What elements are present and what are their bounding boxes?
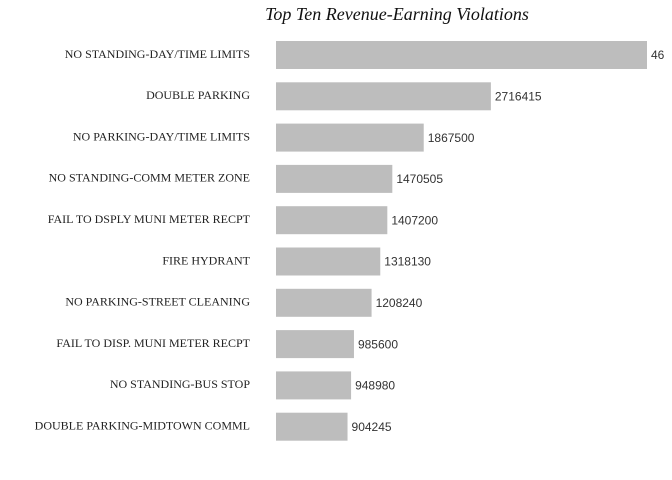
value-label: 948980: [355, 379, 395, 393]
value-label: 1208240: [376, 296, 423, 310]
bar: [276, 288, 372, 317]
category-label: FAIL TO DSPLY MUNI METER RECPT: [48, 212, 251, 226]
chart-title: Top Ten Revenue-Earning Violations: [265, 4, 529, 24]
value-label: 46: [651, 48, 665, 62]
value-label: 904245: [352, 420, 392, 434]
bar: [276, 206, 388, 235]
value-label: 1407200: [391, 213, 438, 227]
value-label: 1867500: [428, 131, 475, 145]
value-label: 1470505: [396, 172, 443, 186]
category-label: NO STANDING-DAY/TIME LIMITS: [65, 47, 250, 61]
bar: [276, 371, 352, 400]
category-label: NO STANDING-COMM METER ZONE: [49, 171, 250, 185]
value-label: 1318130: [384, 255, 431, 269]
bar: [276, 330, 354, 359]
category-label: NO PARKING-DAY/TIME LIMITS: [73, 129, 250, 143]
category-label: FIRE HYDRANT: [162, 253, 250, 267]
value-label: 2716415: [495, 89, 542, 103]
category-label: DOUBLE PARKING-MIDTOWN COMML: [35, 418, 250, 432]
bar: [276, 412, 348, 441]
category-label: NO STANDING-BUS STOP: [110, 377, 250, 391]
category-label: DOUBLE PARKING: [146, 88, 250, 102]
bar: [276, 82, 491, 111]
bar: [276, 247, 381, 276]
value-label: 985600: [358, 337, 398, 351]
category-label: FAIL TO DISP. MUNI METER RECPT: [56, 336, 250, 350]
bar: [276, 164, 393, 193]
bar: [276, 41, 647, 69]
category-label: NO PARKING-STREET CLEANING: [65, 295, 250, 309]
bar: [276, 123, 424, 152]
